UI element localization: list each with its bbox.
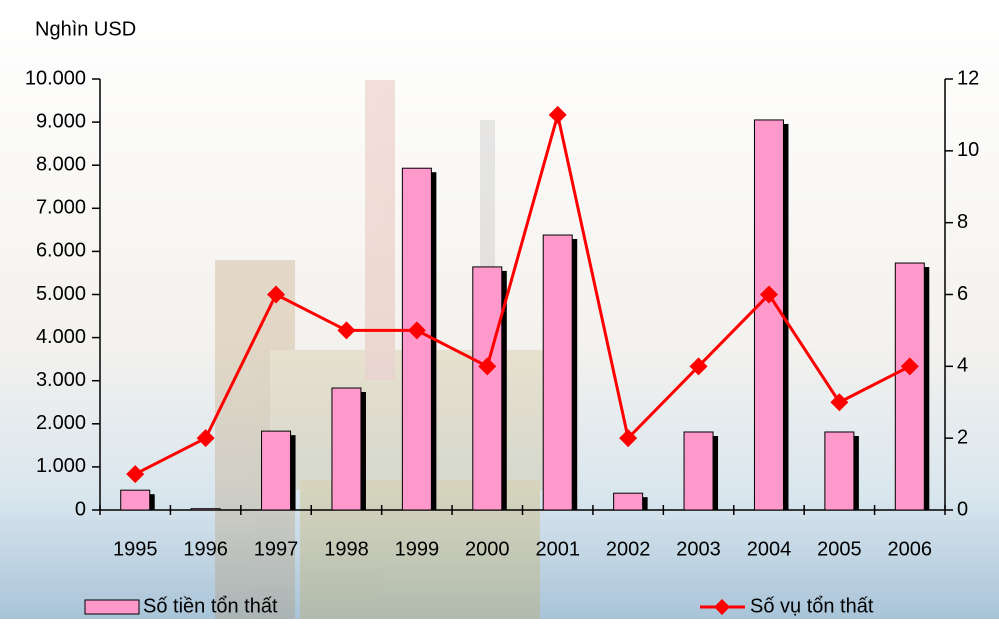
line-marker (900, 357, 919, 376)
line-marker (126, 465, 145, 484)
line-marker (759, 285, 778, 304)
x-tick-label: 2001 (535, 538, 580, 560)
y-tick-label: 6.000 (36, 240, 86, 262)
y-tick-label: 9.000 (36, 110, 86, 132)
line-marker (548, 105, 567, 124)
y2-tick-label: 0 (957, 498, 968, 520)
x-tick-label: 2002 (606, 538, 651, 560)
line-marker (337, 321, 356, 340)
y-axis-title: Nghìn USD (35, 18, 136, 40)
x-tick-label: 2006 (888, 538, 933, 560)
y2-tick-label: 10 (957, 139, 979, 161)
x-tick-label: 1995 (113, 538, 158, 560)
y2-tick-label: 12 (957, 67, 979, 89)
x-tick-label: 1996 (183, 538, 228, 560)
y-tick-label: 0 (75, 498, 86, 520)
y-tick-label: 10.000 (25, 67, 86, 89)
y-tick-label: 4.000 (36, 326, 86, 348)
line-marker (478, 357, 497, 376)
y-tick-label: 5.000 (36, 283, 86, 305)
x-tick-label: 2000 (465, 538, 510, 560)
y-tick-label: 7.000 (36, 197, 86, 219)
line-marker (407, 321, 426, 340)
y2-tick-label: 6 (957, 283, 968, 305)
bar (542, 234, 573, 511)
y2-tick-label: 8 (957, 211, 968, 233)
bar (261, 430, 292, 511)
y2-tick-label: 2 (957, 426, 968, 448)
legend-swatch (84, 599, 140, 615)
bar (753, 119, 784, 511)
bar (120, 489, 151, 511)
legend-label: Số vụ tổn thất (750, 595, 874, 617)
x-tick-label: 2004 (747, 538, 792, 560)
bar (613, 492, 644, 511)
line-marker (830, 393, 849, 412)
y-tick-label: 1.000 (36, 455, 86, 477)
line (134, 114, 911, 476)
y-tick-label: 2.000 (36, 412, 86, 434)
legend-marker (714, 599, 730, 615)
bar (824, 431, 855, 511)
x-tick-label: 1997 (254, 538, 299, 560)
x-tick-label: 2005 (817, 538, 862, 560)
x-tick-label: 1999 (395, 538, 440, 560)
bar (894, 262, 925, 511)
y-tick-label: 8.000 (36, 153, 86, 175)
line-marker (267, 285, 286, 304)
line-marker (196, 429, 215, 448)
bar (683, 431, 714, 511)
line-marker (689, 357, 708, 376)
x-tick-label: 1998 (324, 538, 369, 560)
y-tick-label: 3.000 (36, 369, 86, 391)
legend-label: Số tiền tổn thất (143, 595, 278, 617)
line-marker (619, 429, 638, 448)
y2-tick-label: 4 (957, 355, 968, 377)
bar (190, 508, 221, 511)
x-tick-label: 2003 (676, 538, 721, 560)
bar (331, 387, 362, 511)
bar (472, 266, 503, 511)
